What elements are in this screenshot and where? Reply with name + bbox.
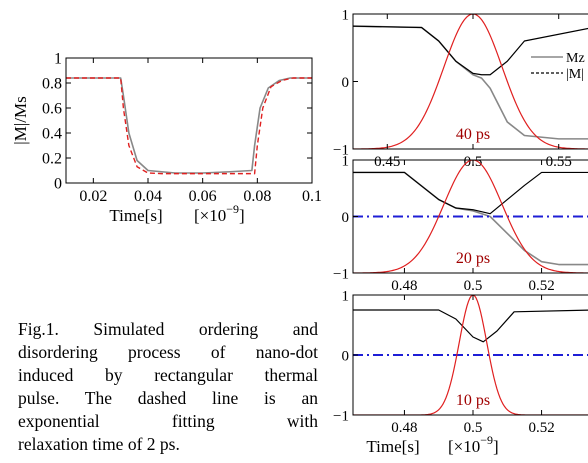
x-tick-label: 0.02 [79,188,107,205]
y-tick-label: 0 [342,348,350,364]
legend: Mz|M| [525,47,588,83]
x-tick-label: 0.52 [528,420,554,436]
caption-line: relaxation time of 2 ps. [18,434,180,454]
pulse-series-line [353,14,588,149]
caption-line: induced by rectangular thermal [18,365,318,385]
left-chart: 0.02 0.04 0.06 0.08 0.1 0 0.2 0.4 0.6 0.8 1 Time[s]… [11,51,322,225]
legend-label: Mz [566,51,585,66]
y-tick-label: −1 [333,266,349,282]
legend-label: |M| [566,67,584,82]
caption-line: disordering process of nano-dot [18,342,318,362]
x-tick-label: 0.06 [189,188,217,205]
y-tick-label: 0.8 [42,76,62,93]
|M|-series-line [353,171,588,215]
x-tick-label: 0.45 [374,154,400,170]
|M|-series-line [353,25,588,76]
plot-area [66,77,312,175]
dashed-red-series-line [66,77,312,175]
panel-10ps: 0.48 0.5 0.52 −1 0 1 10 ps Time[s] [×10−9] [333,288,588,456]
y-tick-label: 0 [342,75,350,91]
y-tick-label: −1 [333,142,349,158]
y-tick-label: 0.4 [42,126,62,143]
panel-label: 40 ps [456,126,490,143]
y-tick-label: 1 [54,51,62,68]
x-axis-label: Time[s] [366,437,419,456]
plot-frame [65,57,313,184]
caption-line: Fig.1. Simulated ordering and [18,319,318,339]
x-axis-multiplier: [×10−9] [448,433,499,456]
x-tick-label: 0.1 [302,188,322,205]
x-tick-label: 0.48 [391,278,417,294]
legend-box [525,47,588,83]
figure-caption: Fig.1. Simulated ordering and disorderin… [18,318,318,456]
x-tick-label: 0.52 [528,278,554,294]
caption-line: exponential fitting with [18,411,318,431]
plot-area [353,160,588,273]
panel-label: 20 ps [456,250,490,267]
magnetization-chart: 0.02 0.04 0.06 0.08 0.1 0 0.2 0.4 0.6 0.8 1 Time[s]… [11,51,322,225]
y-tick-label: 1 [342,288,350,304]
plot-area [353,14,588,149]
x-tick-label: 0.04 [134,188,162,205]
x-tick-label: 0.48 [391,420,417,436]
y-tick-label: 1 [342,7,350,23]
pulse-series-line [353,160,588,273]
x-tick-label: 0.55 [546,154,572,170]
solid-gray-series-line [66,77,312,174]
x-tick-label: 0.5 [464,278,483,294]
panel-20ps: 0.48 0.5 0.52 −1 0 1 20 ps [333,153,588,294]
panel-label: 10 ps [456,392,490,409]
y-tick-label: 0.2 [42,151,62,168]
x-tick-label: 0.08 [243,188,271,205]
|M|-series-line [353,309,588,343]
y-tick-label: 0 [342,210,350,226]
caption-line: pulse. The dashed line is an [18,388,318,408]
y-tick-label: 0 [54,176,62,193]
y-axis-label: |M|/Ms [11,96,30,144]
x-tick-label: 0.5 [464,420,483,436]
y-tick-label: −1 [333,408,349,424]
pulse-response-charts: 0.45 0.5 0.55 −1 0 1 40 ps Mz|M| 0.48 0.5 0.52 −1 0 1… [333,7,588,456]
plot-area [353,295,588,415]
y-tick-label: 0.6 [42,101,62,118]
x-axis-label: Time[s] [109,206,162,225]
x-axis-multiplier: [×10−9] [194,202,245,225]
y-tick-label: 1 [342,153,350,169]
